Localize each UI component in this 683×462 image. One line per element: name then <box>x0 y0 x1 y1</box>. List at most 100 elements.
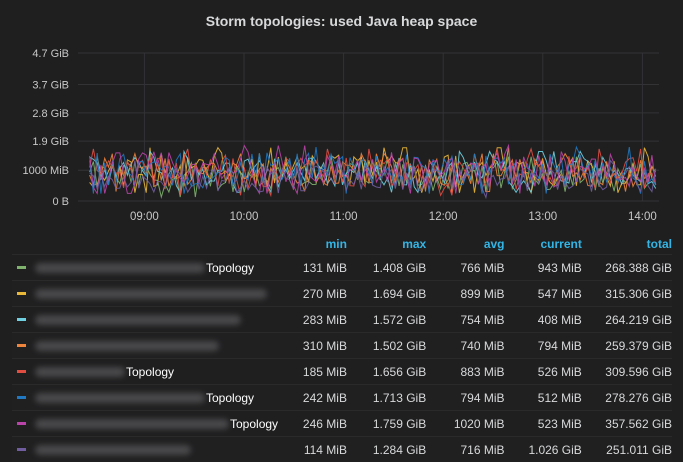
value-max: 1.408 GiB <box>372 260 427 275</box>
series-name[interactable]: Topology <box>12 365 282 379</box>
series-color-swatch[interactable] <box>17 448 26 451</box>
series-name[interactable] <box>12 314 282 325</box>
value-total: 357.562 GiB <box>605 416 672 431</box>
value-min: 310 MiB <box>302 338 347 353</box>
series-name-suffix: Topology <box>206 260 255 275</box>
series-color-swatch[interactable] <box>17 396 26 399</box>
series-name[interactable]: Topology <box>12 261 282 275</box>
series-color-swatch[interactable] <box>17 370 26 373</box>
value-max: 1.572 GiB <box>372 312 427 327</box>
value-max: 1.694 GiB <box>372 286 427 301</box>
value-avg: 1020 MiB <box>453 416 505 431</box>
series-name[interactable] <box>12 444 282 455</box>
x-tick-label: 11:00 <box>330 211 358 223</box>
redacted-series-name <box>35 444 191 455</box>
y-tick-label: 0 B <box>52 196 69 208</box>
value-current: 943 MiB <box>537 260 582 275</box>
redacted-series-name <box>35 366 125 377</box>
value-current: 1.026 GiB <box>528 442 582 457</box>
value-total: 264.219 GiB <box>605 312 672 327</box>
value-total: 251.011 GiB <box>606 442 672 457</box>
header-min[interactable]: min <box>325 237 347 251</box>
legend-row[interactable]: Topology 246 MiB 1.759 GiB 1020 MiB 523 MiB 3… <box>12 410 672 436</box>
series-name[interactable] <box>12 288 282 299</box>
redacted-series-name <box>35 392 205 403</box>
redacted-series-name <box>35 288 267 299</box>
value-total: 309.596 GiB <box>605 364 672 379</box>
legend-table: min max avg current total Topology 131 Mi… <box>12 234 672 462</box>
header-total[interactable]: total <box>646 237 672 251</box>
value-avg: 794 MiB <box>460 390 505 405</box>
legend-row[interactable]: Topology 131 MiB 1.408 GiB 766 MiB 943 MiB 26… <box>12 254 672 280</box>
legend-row[interactable]: 283 MiB 1.572 GiB 754 MiB 408 MiB 264.219 Gi… <box>12 306 672 332</box>
legend-row[interactable]: 310 MiB 1.502 GiB 740 MiB 794 MiB 259.379 Gi… <box>12 332 672 358</box>
value-current: 547 MiB <box>537 286 582 301</box>
x-tick-label: 10:00 <box>230 211 259 223</box>
series-color-swatch[interactable] <box>17 344 26 347</box>
series-name[interactable]: Topology <box>12 391 282 405</box>
value-max: 1.759 GiB <box>372 416 427 431</box>
value-max: 1.656 GiB <box>372 364 427 379</box>
heap-line-chart: 0 B 1000 MiB 1.9 GiB 2.8 GiB 3.7 GiB 4.7 GiB 0… <box>23 48 659 223</box>
series-color-swatch[interactable] <box>17 318 26 321</box>
x-tick-label: 14:00 <box>628 211 657 223</box>
x-tick-label: 12:00 <box>429 211 458 223</box>
value-avg: 766 MiB <box>460 260 505 275</box>
y-tick-label: 2.8 GiB <box>32 108 69 120</box>
value-current: 523 MiB <box>537 416 582 431</box>
value-current: 526 MiB <box>537 364 582 379</box>
value-avg: 754 MiB <box>460 312 505 327</box>
header-current[interactable]: current <box>540 237 582 251</box>
redacted-series-name <box>35 262 205 273</box>
series-color-swatch[interactable] <box>17 266 26 269</box>
legend-header: min max avg current total <box>12 234 672 254</box>
redacted-series-name <box>35 314 241 325</box>
value-avg: 716 MiB <box>460 442 505 457</box>
value-min: 246 MiB <box>302 416 347 431</box>
value-max: 1.284 GiB <box>372 442 427 457</box>
value-min: 114 MiB <box>303 442 347 457</box>
value-current: 408 MiB <box>537 312 582 327</box>
series-name[interactable] <box>12 340 282 351</box>
value-current: 794 MiB <box>537 338 582 353</box>
y-tick-label: 3.7 GiB <box>32 79 69 91</box>
series-line <box>89 158 657 200</box>
series-name-suffix: Topology <box>126 364 175 379</box>
redacted-series-name <box>35 418 229 429</box>
redacted-series-name <box>35 340 219 351</box>
y-tick-label: 4.7 GiB <box>32 48 69 60</box>
panel-title[interactable]: Storm topologies: used Java heap space <box>205 13 478 29</box>
value-min: 131 MiB <box>302 260 347 275</box>
header-max[interactable]: max <box>402 237 427 251</box>
legend-row[interactable]: 270 MiB 1.694 GiB 899 MiB 547 MiB 315.306 Gi… <box>12 280 672 306</box>
value-min: 242 MiB <box>302 390 347 405</box>
value-total: 259.379 GiB <box>605 338 672 353</box>
x-tick-label: 13:00 <box>528 211 557 223</box>
value-avg: 899 MiB <box>460 286 505 301</box>
header-avg[interactable]: avg <box>483 237 505 251</box>
legend-row[interactable]: Topology 185 MiB 1.656 GiB 883 MiB 526 MiB 30… <box>12 358 672 384</box>
value-total: 315.306 GiB <box>605 286 672 301</box>
series-line <box>89 149 657 195</box>
series-name[interactable]: Topology <box>12 417 282 431</box>
series-color-swatch[interactable] <box>17 292 26 295</box>
y-tick-label: 1.9 GiB <box>32 136 69 148</box>
legend-rows: Topology 131 MiB 1.408 GiB 766 MiB 943 MiB 26… <box>12 254 672 462</box>
legend-row[interactable]: Topology 242 MiB 1.713 GiB 794 MiB 512 MiB 27… <box>12 384 672 410</box>
series-name-suffix: Topology <box>206 390 255 405</box>
legend-row[interactable]: 114 MiB 1.284 GiB 716 MiB 1.026 GiB 251.011 … <box>12 436 672 462</box>
value-avg: 740 MiB <box>460 338 505 353</box>
value-current: 512 MiB <box>537 390 582 405</box>
series-name-suffix: Topology <box>230 416 279 431</box>
value-min: 270 MiB <box>302 286 347 301</box>
series-color-swatch[interactable] <box>17 422 26 425</box>
value-max: 1.713 GiB <box>372 390 427 405</box>
y-tick-label: 1000 MiB <box>23 165 69 177</box>
value-total: 268.388 GiB <box>605 260 672 275</box>
value-max: 1.502 GiB <box>372 338 427 353</box>
value-avg: 883 MiB <box>460 364 505 379</box>
x-tick-label: 09:00 <box>130 211 159 223</box>
value-min: 185 MiB <box>302 364 347 379</box>
value-total: 278.276 GiB <box>605 390 672 405</box>
graph-panel: Storm topologies: used Java heap space 0… <box>6 4 677 462</box>
